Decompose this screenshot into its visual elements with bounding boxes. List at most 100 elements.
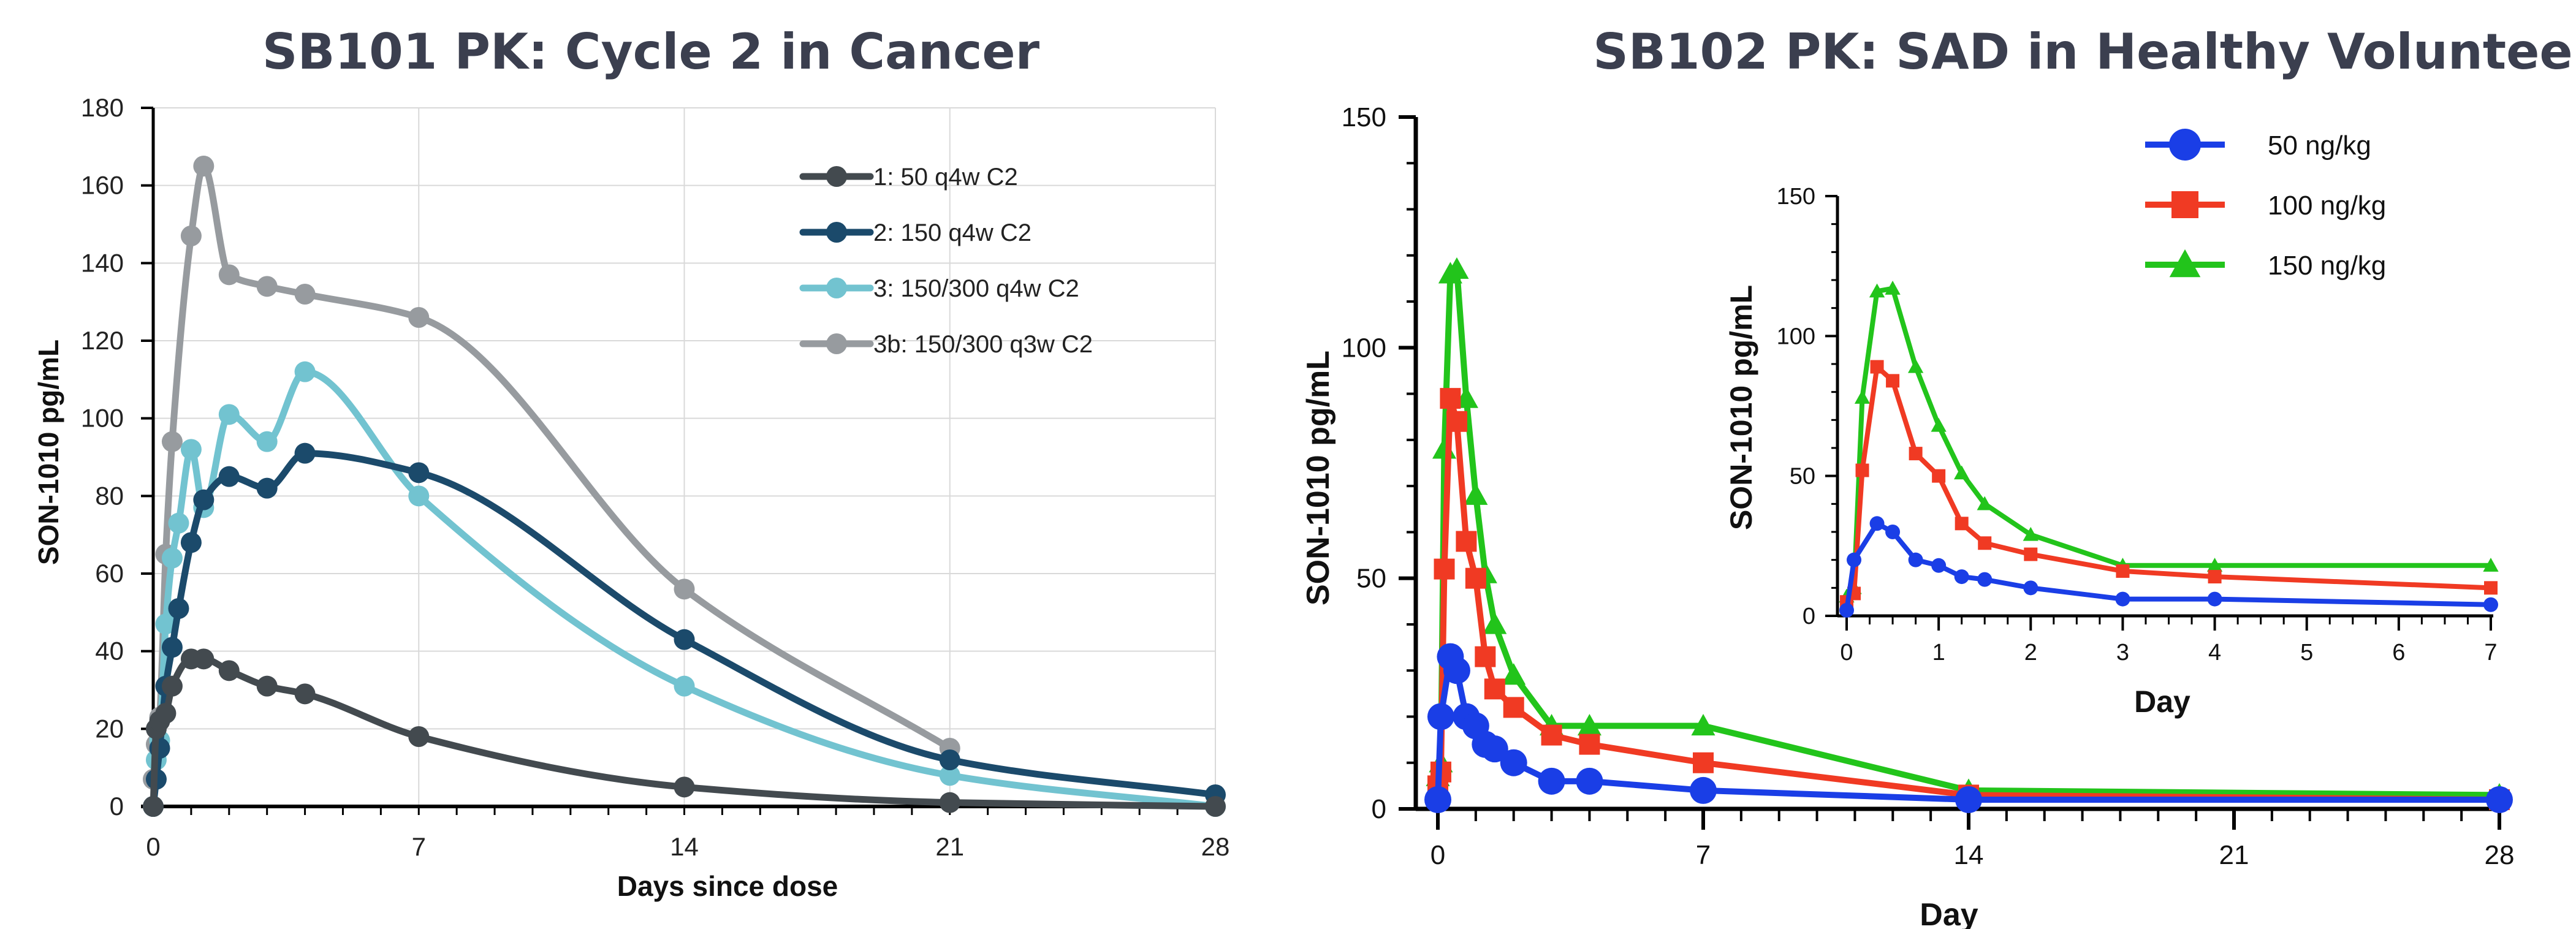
data-point xyxy=(161,675,183,697)
data-point xyxy=(674,776,695,798)
data-point xyxy=(408,726,430,747)
data-point xyxy=(408,462,430,483)
data-point xyxy=(1446,411,1467,432)
data-point xyxy=(2207,591,2222,607)
data-point xyxy=(2024,547,2038,561)
x-tick-label: 0 xyxy=(1430,840,1445,870)
inset-x-tick-label: 7 xyxy=(2484,640,2497,665)
inset-series-triangle xyxy=(1839,281,2499,603)
data-point xyxy=(168,512,189,534)
data-point xyxy=(1909,447,1923,461)
x-tick-label: 7 xyxy=(1696,840,1711,870)
data-point xyxy=(1456,531,1477,552)
data-point xyxy=(2169,129,2201,161)
data-point xyxy=(1977,572,1993,587)
series-circle xyxy=(1424,643,2513,813)
data-point xyxy=(2484,581,2498,595)
x-axis-label: Days since dose xyxy=(617,870,838,902)
data-point xyxy=(155,613,177,635)
series-square xyxy=(1427,388,2510,810)
data-point xyxy=(2483,597,2498,612)
y-tick-label: 20 xyxy=(95,714,124,743)
data-point xyxy=(161,637,183,658)
x-tick-label: 28 xyxy=(2485,840,2515,870)
legend: 1: 50 q4w C2 2: 150 q4w C2 3: 150/300 q4w … xyxy=(799,164,1093,358)
y-tick-label: 120 xyxy=(81,326,124,355)
y-tick-label: 100 xyxy=(81,404,124,433)
inset-x-tick-label: 5 xyxy=(2300,640,2313,665)
data-point xyxy=(161,547,183,569)
chart-sb101: SB101 PK: Cycle 2 in Cancer 0 20 40 60 80 100… xyxy=(32,23,1229,902)
y-axis-label: SON-1010 pg/mL xyxy=(32,339,64,565)
legend: 50 ng/kg 100 ng/kg 150 ng/kg xyxy=(2145,129,2386,281)
inset-chart: 0 50 100 150 0 1 2 3 4 5 6 7 Day SON-1010 pg/mL xyxy=(1724,184,2499,719)
data-point xyxy=(1931,417,1947,432)
data-point xyxy=(218,404,240,425)
data-point xyxy=(674,578,695,600)
inset-x-tick-label: 1 xyxy=(1932,640,1945,665)
legend-swatch-marker xyxy=(826,333,847,354)
legend-label: 3: 150/300 q4w C2 xyxy=(873,275,1079,302)
chart-sb102: SB102 PK: SAD in Healthy Volunteers 0 5 0 1… xyxy=(1301,23,2576,929)
data-point xyxy=(1854,390,1871,404)
data-point xyxy=(1432,437,1457,459)
y-tick-label: 140 xyxy=(81,248,124,277)
data-point xyxy=(193,489,215,510)
inset-series-circle xyxy=(1839,516,2498,618)
data-point xyxy=(1886,374,1900,388)
data-point xyxy=(256,675,278,697)
y-tick-label: 180 xyxy=(81,93,124,122)
data-point xyxy=(1932,469,1946,483)
data-point xyxy=(155,703,177,724)
data-point xyxy=(1579,734,1600,755)
data-point xyxy=(180,226,202,246)
data-point xyxy=(1576,767,1603,795)
y-tick-labels: 0 50 100 150 xyxy=(1342,102,1386,824)
y-tick-label: 100 xyxy=(1342,333,1386,363)
data-point xyxy=(939,792,960,813)
data-point xyxy=(1503,697,1524,718)
x-axis-label: Day xyxy=(1920,897,1978,929)
series-1 xyxy=(143,648,1226,817)
data-point xyxy=(256,477,278,499)
y-tick-label: 80 xyxy=(95,481,124,510)
y-tick-label: 60 xyxy=(95,559,124,588)
data-point xyxy=(2483,558,2499,572)
data-point xyxy=(256,431,278,452)
inset-x-tick-label: 2 xyxy=(2024,640,2037,665)
data-point xyxy=(2206,558,2223,572)
data-point xyxy=(256,276,278,297)
inset-y-tick-label: 150 xyxy=(1777,184,1815,210)
data-point xyxy=(1855,463,1869,477)
inset-x-tick-label: 0 xyxy=(1840,640,1853,665)
data-point xyxy=(1693,752,1714,773)
data-point xyxy=(1464,483,1488,505)
data-point xyxy=(168,598,189,619)
data-point xyxy=(218,466,240,487)
data-point xyxy=(2171,191,2198,218)
data-point xyxy=(408,307,430,328)
data-point xyxy=(1427,703,1454,730)
data-point xyxy=(1577,713,1601,736)
data-point xyxy=(1690,776,1717,804)
x-tick-label: 7 xyxy=(412,832,426,861)
data-point xyxy=(1502,663,1526,685)
data-point xyxy=(1978,536,1992,550)
data-point xyxy=(1847,552,1862,567)
data-point xyxy=(1443,657,1470,684)
data-point xyxy=(294,284,316,305)
inset-y-axis-label: SON-1010 pg/mL xyxy=(1724,285,1758,530)
data-point xyxy=(161,431,183,452)
legend-label: 50 ng/kg xyxy=(2268,131,2371,161)
y-tick-label: 150 xyxy=(1342,102,1386,132)
inset-x-axis-label: Day xyxy=(2134,684,2190,719)
data-point xyxy=(1954,465,1970,480)
x-tick-label: 14 xyxy=(1954,840,1984,870)
inset-y-tick-label: 0 xyxy=(1803,604,1815,629)
chart-title-sb102: SB102 PK: SAD in Healthy Volunteers xyxy=(1593,23,2576,80)
data-point xyxy=(2115,591,2130,607)
data-point xyxy=(1465,567,1486,589)
y-tick-label: 0 xyxy=(1372,794,1386,824)
data-point xyxy=(1931,558,1947,573)
